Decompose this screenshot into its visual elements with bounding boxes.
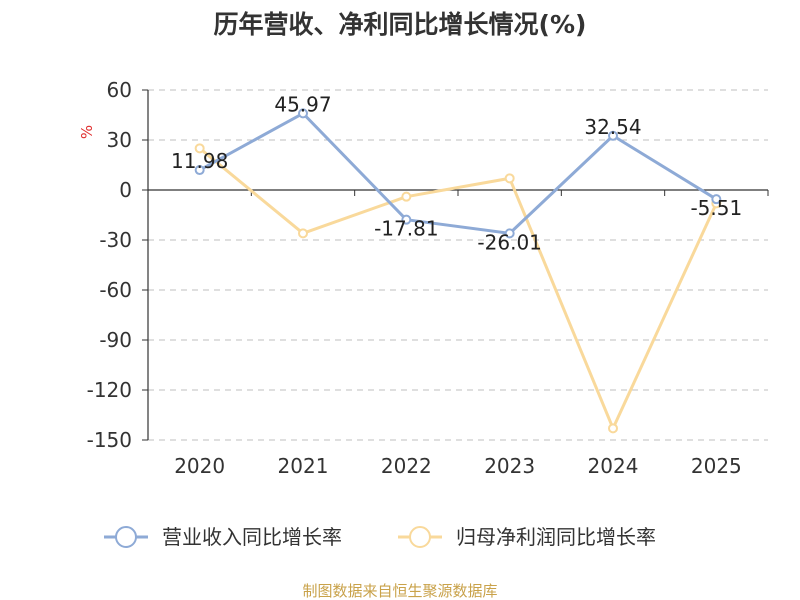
data-point bbox=[401, 214, 412, 225]
data-point bbox=[298, 228, 308, 239]
legend-label: 营业收入同比增长率 bbox=[162, 525, 342, 549]
data-point bbox=[504, 228, 515, 239]
y-tick-label: -60 bbox=[99, 278, 132, 302]
data-label: -5.51 bbox=[690, 196, 742, 220]
data-point bbox=[194, 165, 205, 176]
x-tick-label: 2023 bbox=[484, 454, 535, 478]
data-point bbox=[608, 130, 618, 141]
y-tick-label: 60 bbox=[107, 78, 132, 102]
data-point bbox=[711, 194, 722, 205]
data-label: 32.54 bbox=[584, 115, 641, 139]
data-label: -26.01 bbox=[477, 230, 541, 254]
series-2 bbox=[194, 143, 722, 434]
y-tick-label: 0 bbox=[119, 178, 132, 202]
y-tick-label: -120 bbox=[87, 378, 132, 402]
data-point bbox=[504, 173, 515, 184]
legend: 营业收入同比增长率 归母净利润同比增长率 bbox=[104, 525, 656, 549]
legend-label: 归母净利润同比增长率 bbox=[456, 525, 656, 549]
x-tick-label: 2025 bbox=[691, 454, 742, 478]
series-line bbox=[198, 147, 718, 430]
series-line bbox=[198, 111, 718, 235]
data-point bbox=[401, 191, 412, 202]
data-label: 11.98 bbox=[171, 149, 228, 173]
legend-item: 归母净利润同比增长率 bbox=[398, 525, 656, 549]
grid-layer bbox=[148, 89, 768, 441]
x-tick-label: 2022 bbox=[381, 454, 432, 478]
source-note: 制图数据来自恒生聚源数据库 bbox=[302, 582, 497, 600]
data-label: -17.81 bbox=[374, 217, 438, 241]
y-tick-label: -30 bbox=[99, 228, 132, 252]
legend-swatch-marker bbox=[115, 526, 137, 548]
legend-item: 营业收入同比增长率 bbox=[104, 525, 342, 549]
series-1 bbox=[194, 108, 722, 239]
y-tick-label: -90 bbox=[99, 328, 132, 352]
x-tick-label: 2020 bbox=[174, 454, 225, 478]
data-point bbox=[608, 423, 618, 434]
axis-layer: 60 30 0 -30 -60 -90 -120 -150 2020 2021 2022 2023 20… bbox=[87, 78, 769, 478]
data-point bbox=[194, 143, 205, 154]
x-tick-label: 2021 bbox=[278, 454, 329, 478]
chart-title: 历年营收、净利同比增长情况(%) bbox=[214, 10, 587, 39]
y-axis-label: % bbox=[78, 125, 96, 139]
x-tick-label: 2024 bbox=[588, 454, 639, 478]
legend-swatch-marker bbox=[409, 526, 431, 548]
data-point bbox=[298, 108, 308, 119]
data-label-layer: 11.98 45.97 -17.81 -26.01 32.54 -5.51 bbox=[171, 92, 742, 254]
series-layer bbox=[194, 108, 722, 434]
y-tick-label: 30 bbox=[107, 128, 132, 152]
y-tick-label: -150 bbox=[87, 428, 132, 452]
data-label: 45.97 bbox=[274, 92, 331, 116]
